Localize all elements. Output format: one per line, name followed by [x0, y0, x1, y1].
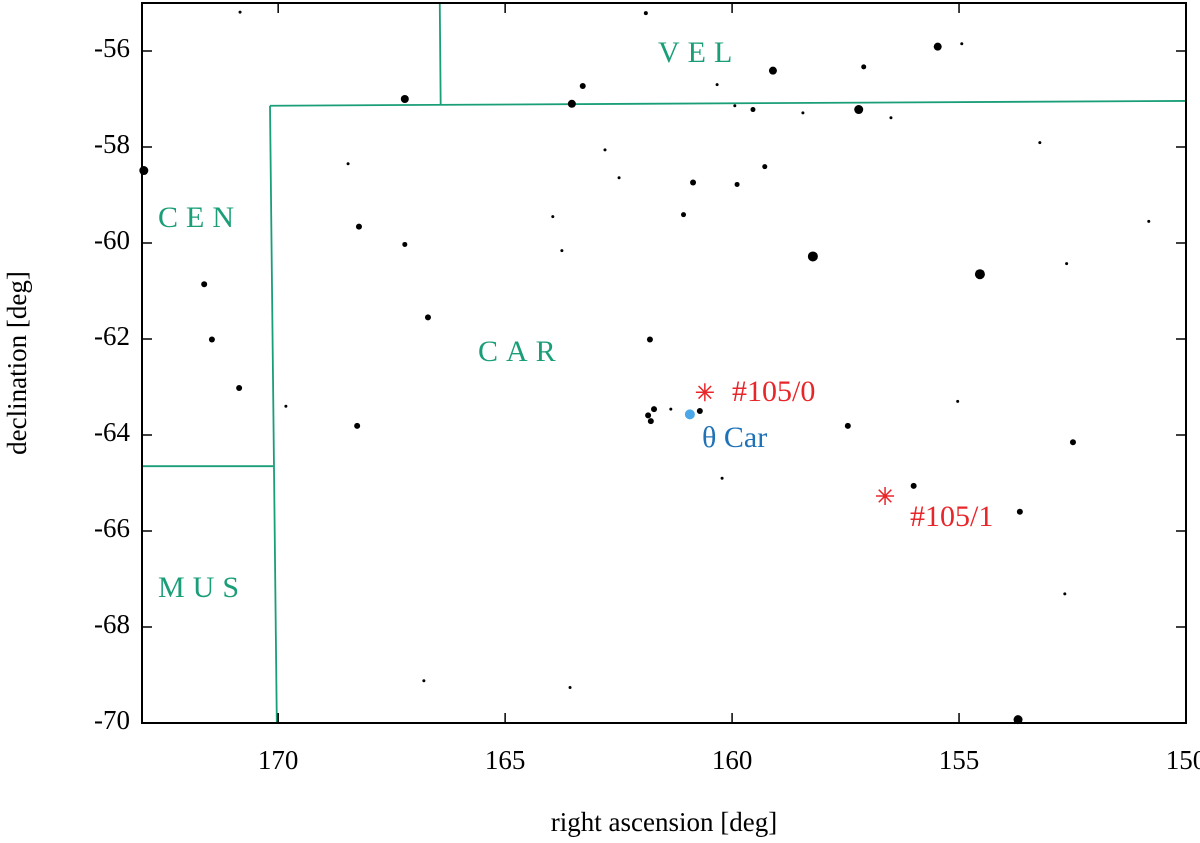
point-label: θ Car	[702, 421, 767, 454]
star	[960, 42, 964, 46]
star	[854, 105, 864, 115]
star	[236, 384, 243, 391]
star	[696, 408, 703, 414]
candidate-marker	[876, 486, 895, 505]
x-tick-label: 160	[712, 745, 753, 775]
star	[355, 223, 362, 230]
star	[651, 406, 658, 413]
x-tick-label: 170	[258, 745, 299, 775]
star	[861, 64, 867, 70]
candidate-marker	[695, 383, 714, 402]
y-tick-label: -64	[94, 417, 130, 447]
star	[669, 407, 673, 411]
star	[567, 99, 576, 108]
boundary-line	[269, 105, 278, 724]
constellation-label: MUS	[158, 571, 247, 604]
x-tick-label: 150	[1166, 745, 1200, 775]
star	[762, 164, 768, 170]
star	[844, 422, 851, 429]
star	[201, 281, 208, 288]
y-tick-label: -56	[94, 33, 130, 63]
star	[720, 476, 724, 480]
star	[974, 269, 985, 280]
x-tick-label: 155	[939, 745, 980, 775]
star	[402, 241, 408, 247]
star	[346, 162, 350, 166]
star	[1065, 262, 1069, 266]
star	[910, 482, 917, 489]
star	[568, 685, 572, 689]
star	[617, 176, 621, 180]
star	[690, 179, 697, 186]
y-tick-label: -62	[94, 321, 130, 351]
star	[579, 83, 586, 90]
y-tick-label: -58	[94, 129, 130, 159]
star	[715, 83, 719, 87]
constellation-label: VEL	[658, 36, 740, 69]
y-tick-label: -70	[94, 705, 130, 735]
star	[603, 148, 607, 152]
star	[733, 104, 737, 108]
star	[400, 95, 409, 103]
star	[560, 249, 564, 253]
star	[646, 336, 653, 343]
plot-frame	[141, 2, 1187, 724]
star	[889, 116, 893, 120]
star	[551, 215, 555, 219]
star	[1147, 219, 1151, 223]
star	[1038, 141, 1042, 145]
star	[801, 111, 805, 115]
star	[684, 409, 695, 420]
boundary-line	[438, 2, 442, 105]
star	[422, 679, 426, 683]
x-axis-label: right ascension [deg]	[551, 807, 777, 837]
star	[1016, 508, 1023, 515]
y-tick-label: -68	[94, 609, 130, 639]
star	[1013, 715, 1023, 725]
y-tick-label: -60	[94, 225, 130, 255]
constellation-label: CEN	[158, 201, 242, 234]
star	[933, 42, 942, 51]
star	[139, 166, 149, 176]
star	[768, 66, 777, 75]
x-tick-label: 165	[485, 745, 526, 775]
star	[750, 107, 756, 113]
star	[284, 404, 288, 408]
star	[424, 314, 431, 321]
star	[734, 181, 740, 187]
star	[807, 251, 818, 262]
star	[1063, 592, 1067, 596]
point-label: #105/1	[910, 500, 993, 533]
star	[354, 422, 361, 429]
star	[238, 10, 242, 14]
point-label: #105/0	[732, 375, 815, 408]
star	[208, 336, 215, 343]
star	[643, 11, 648, 16]
boundary-line	[269, 100, 1187, 107]
star	[1069, 439, 1076, 446]
star	[956, 399, 960, 403]
star	[647, 418, 654, 425]
y-tick-label: -66	[94, 513, 130, 543]
y-axis-label: declination [deg]	[2, 271, 32, 455]
star	[681, 212, 687, 218]
constellation-label: CAR	[478, 335, 564, 368]
star	[645, 412, 652, 419]
